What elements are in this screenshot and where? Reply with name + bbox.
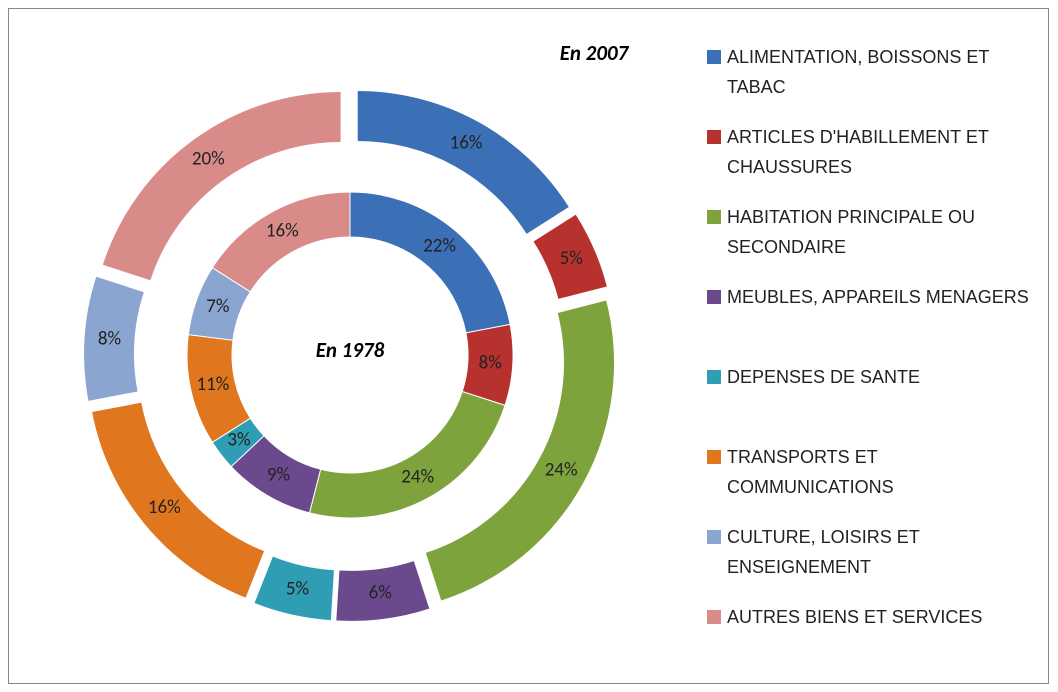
data-label: 20%	[192, 148, 225, 171]
segment	[533, 214, 607, 299]
legend-label: AUTRES BIENS ET SERVICES	[727, 607, 983, 627]
data-label: 8%	[98, 327, 121, 350]
segment	[92, 402, 265, 598]
data-label: 11%	[196, 373, 229, 396]
legend-swatch	[707, 610, 721, 624]
data-label: 16%	[266, 219, 299, 242]
data-label: 24%	[545, 459, 578, 482]
legend-item: MEUBLES, APPAREILS MENAGERS	[707, 282, 1047, 312]
data-label: 5%	[560, 247, 583, 270]
data-label: 3%	[227, 429, 250, 452]
legend-label: HABITATION PRINCIPALE OU SECONDAIRE	[727, 207, 976, 257]
data-label: 9%	[267, 463, 290, 486]
legend-item: DEPENSES DE SANTE	[707, 362, 1047, 392]
legend-item: ARTICLES D'HABILLEMENT ET CHAUSSURES	[707, 122, 1047, 182]
segment	[425, 300, 615, 601]
legend-swatch	[707, 370, 721, 384]
legend-swatch	[707, 130, 721, 144]
segment	[102, 92, 341, 281]
legend-item: AUTRES BIENS ET SERVICES	[707, 602, 1047, 632]
segment	[349, 191, 511, 334]
outer-ring-label: En 2007	[560, 40, 630, 66]
segment	[357, 90, 569, 234]
legend-label: DEPENSES DE SANTE	[727, 367, 921, 387]
segment	[336, 561, 430, 621]
data-label: 6%	[369, 582, 392, 605]
data-label: 16%	[148, 496, 181, 519]
legend-item: HABITATION PRINCIPALE OU SECONDAIRE	[707, 202, 1047, 262]
data-label: 16%	[450, 131, 483, 154]
legend-label: TRANSPORTS ET COMMUNICATIONS	[727, 447, 894, 497]
legend-label: CULTURE, LOISIRS ET ENSEIGNEMENT	[727, 527, 920, 577]
data-label: 24%	[401, 466, 434, 489]
segment	[308, 390, 506, 519]
data-label: 22%	[423, 234, 456, 257]
legend-item: ALIMENTATION, BOISSONS ET TABAC	[707, 42, 1047, 102]
segment	[254, 556, 334, 621]
legend-swatch	[707, 210, 721, 224]
data-label: 8%	[479, 351, 502, 374]
legend-label: ALIMENTATION, BOISSONS ET TABAC	[727, 47, 990, 97]
legend-item: CULTURE, LOISIRS ET ENSEIGNEMENT	[707, 522, 1047, 582]
legend-label: ARTICLES D'HABILLEMENT ET CHAUSSURES	[727, 127, 989, 177]
inner-ring-label: En 1978	[316, 337, 385, 363]
data-label: 7%	[206, 295, 229, 318]
legend-swatch	[707, 450, 721, 464]
frame	[8, 8, 1049, 684]
segment	[211, 191, 351, 293]
legend-swatch	[707, 290, 721, 304]
data-label: 5%	[286, 578, 309, 601]
legend-swatch	[707, 50, 721, 64]
legend-label: MEUBLES, APPAREILS MENAGERS	[727, 287, 1029, 307]
legend-swatch	[707, 530, 721, 544]
legend-item: TRANSPORTS ET COMMUNICATIONS	[707, 442, 1047, 502]
segment	[84, 276, 144, 401]
